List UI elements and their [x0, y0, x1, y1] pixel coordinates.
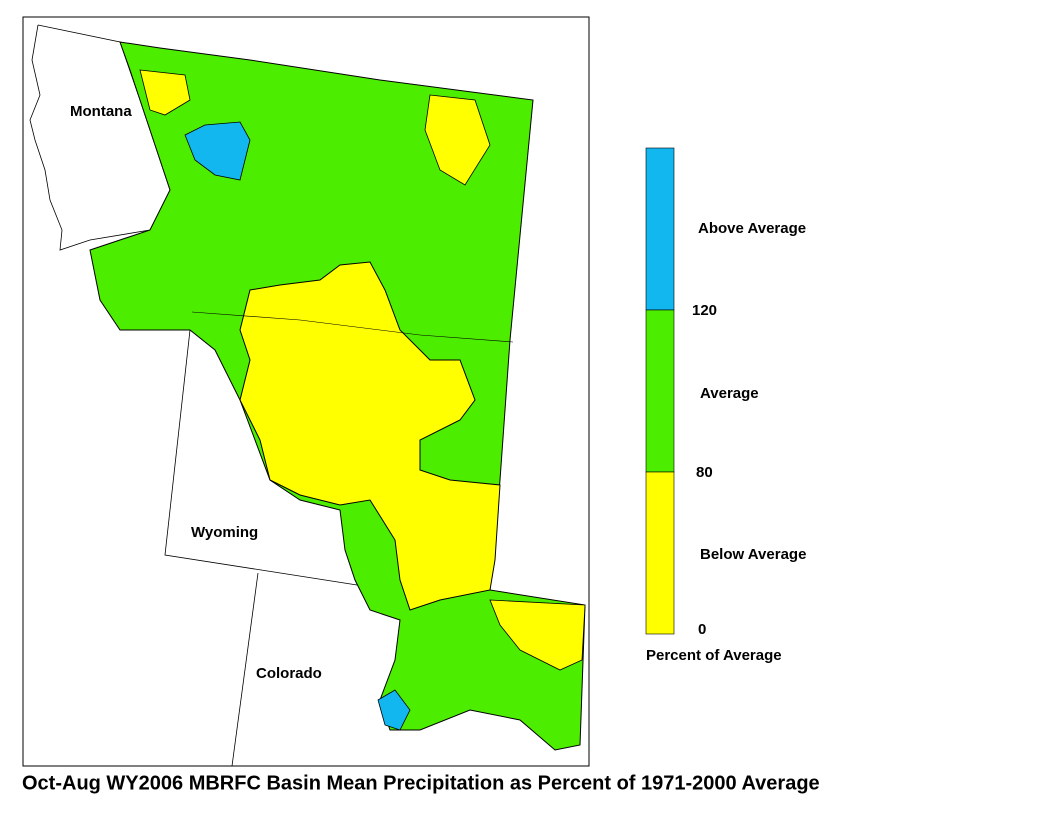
state-line: [191, 311, 514, 343]
colorado-outline: [231, 572, 259, 767]
basin-above-average: [184, 121, 251, 181]
legend-swatch: [645, 471, 675, 635]
basin-below-average: [239, 261, 501, 611]
map-title: Oct-Aug WY2006 MBRFC Basin Mean Precipit…: [22, 772, 820, 794]
basin-below-average: [139, 69, 191, 116]
basin-below-average: [424, 94, 491, 186]
wyoming-outline: [164, 311, 358, 586]
legend-break: 0: [698, 621, 706, 638]
state-label: Montana: [70, 103, 132, 120]
legend-break: 120: [692, 302, 717, 319]
basin-above-average: [377, 689, 411, 731]
legend-label: Average: [700, 385, 759, 402]
state-label: Colorado: [256, 665, 322, 682]
basin-below-average: [489, 599, 586, 671]
legend-title: Percent of Average: [646, 647, 782, 664]
legend-swatch: [645, 147, 675, 311]
legend-label: Below Average: [700, 546, 806, 563]
legend-swatch: [645, 309, 675, 473]
state-label: Wyoming: [191, 524, 258, 541]
legend-break: 80: [696, 464, 713, 481]
legend-label: Above Average: [698, 220, 806, 237]
